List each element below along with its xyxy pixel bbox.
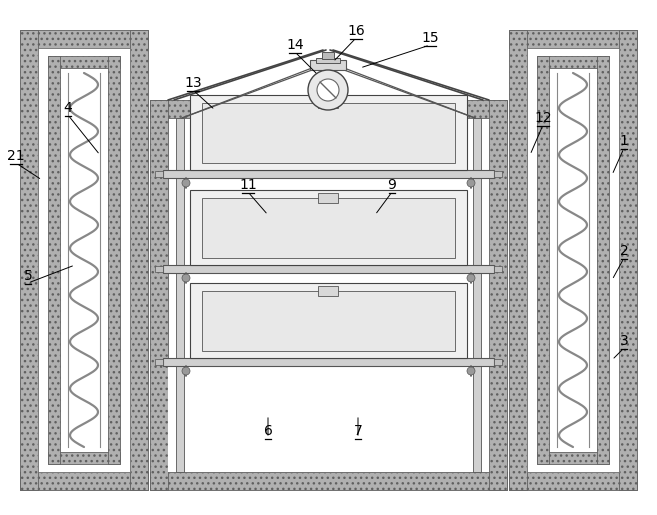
Text: 7: 7 [353,424,363,438]
Circle shape [308,70,348,110]
Bar [48,452,120,464]
Bar [527,48,619,472]
Bar [537,452,609,464]
Bar [163,358,494,366]
Bar [163,170,494,178]
Bar [168,118,489,472]
Bar [150,100,507,118]
Circle shape [467,367,475,375]
Bar [176,118,184,472]
Bar [509,472,637,490]
Bar [190,95,467,170]
Bar [489,100,507,490]
Bar [20,472,148,490]
Bar [48,56,60,464]
Bar [318,193,338,203]
Bar [597,56,609,464]
Text: 13: 13 [184,76,202,90]
Bar [318,98,338,108]
Circle shape [467,179,475,187]
Bar [150,100,168,490]
Text: 12: 12 [534,111,552,125]
Bar [20,30,148,48]
Bar [310,60,346,70]
Bar [473,118,481,472]
Bar [155,171,163,177]
Bar [190,283,467,358]
Bar [163,265,494,273]
Bar [318,286,338,296]
Text: 2: 2 [620,244,628,258]
Bar [316,58,340,63]
Bar [494,266,502,272]
Circle shape [467,274,475,282]
Text: 6: 6 [263,424,273,438]
Circle shape [182,274,190,282]
Text: 21: 21 [7,149,25,163]
Bar [168,366,489,472]
Text: 1: 1 [620,134,629,148]
Text: 5: 5 [24,269,32,283]
Text: 4: 4 [64,101,72,115]
Bar [48,56,120,68]
Bar [494,171,502,177]
Bar [155,359,163,365]
Bar [619,30,637,490]
Bar [155,266,163,272]
Bar [108,56,120,464]
Bar [150,472,507,490]
Circle shape [182,179,190,187]
Bar [494,359,502,365]
Bar [20,30,38,490]
Bar [202,291,455,351]
Text: 16: 16 [347,24,365,38]
Text: 9: 9 [388,178,396,192]
Circle shape [317,79,339,101]
Text: 3: 3 [620,334,628,348]
Bar [202,198,455,258]
Bar [202,103,455,163]
Bar [190,190,467,265]
Bar [537,56,609,68]
Bar [130,30,148,490]
Bar [322,52,334,59]
Text: 15: 15 [421,31,439,45]
Circle shape [182,367,190,375]
Text: 14: 14 [286,38,304,52]
Bar [537,56,549,464]
Bar [38,48,130,472]
Text: 11: 11 [239,178,257,192]
Bar [509,30,637,48]
Bar [509,30,527,490]
